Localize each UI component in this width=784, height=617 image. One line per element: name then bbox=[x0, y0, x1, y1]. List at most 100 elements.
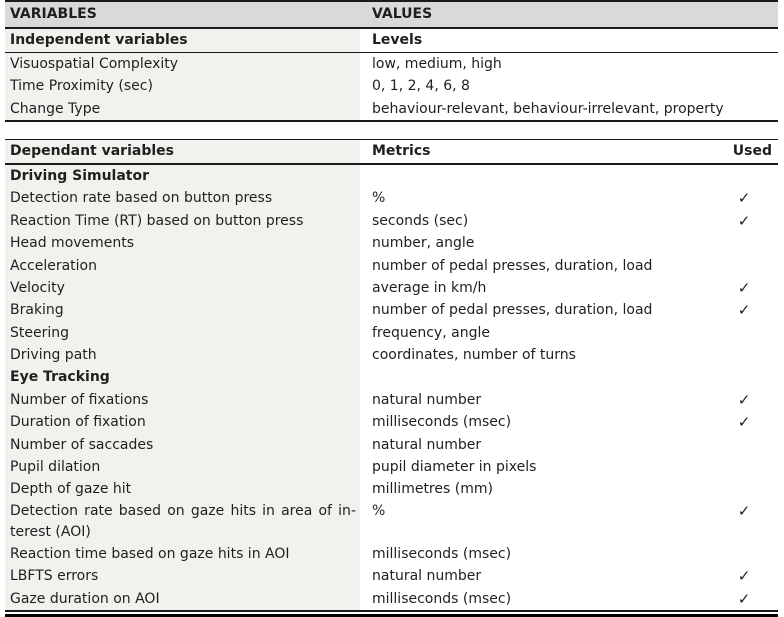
table-row: Visuospatial Complexity low, medium, hig… bbox=[5, 53, 778, 76]
metric-cell: average in km/h bbox=[360, 276, 710, 300]
table-row: Driving path coordinates, number of turn… bbox=[5, 344, 778, 367]
table-row: Pupil dilation pupil diameter in pixels bbox=[5, 456, 778, 479]
table2-header-row: Dependant variables Metrics Used bbox=[5, 140, 778, 164]
check-icon: ✓ bbox=[737, 211, 751, 230]
table1-subheader-values: Levels bbox=[360, 28, 778, 52]
metric-cell: natural number bbox=[360, 388, 710, 412]
check-icon: ✓ bbox=[737, 390, 751, 409]
variable-cell: Change Type bbox=[5, 97, 360, 121]
used-cell bbox=[710, 232, 778, 255]
check-icon: ✓ bbox=[737, 589, 751, 608]
metric-cell: milliseconds (msec) bbox=[360, 411, 710, 434]
metric-cell: frequency, angle bbox=[360, 321, 710, 345]
table-row: Braking number of pedal presses, duratio… bbox=[5, 299, 778, 322]
table1-subheader-variables: Independent variables bbox=[5, 28, 360, 52]
table-row: Reaction time based on gaze hits in AOI … bbox=[5, 542, 778, 566]
variable-cell: Number of fixations bbox=[5, 388, 360, 412]
table-row: Time Proximity (sec) 0, 1, 2, 4, 6, 8 bbox=[5, 75, 778, 98]
table1-header-row: VARIABLES VALUES bbox=[5, 2, 778, 27]
table-row: Acceleration number of pedal presses, du… bbox=[5, 254, 778, 277]
variable-cell: Reaction Time (RT) based on button press bbox=[5, 209, 360, 233]
table-row: Reaction Time (RT) based on button press… bbox=[5, 209, 778, 233]
table1-header-rule bbox=[5, 27, 778, 29]
used-cell: ✓ bbox=[710, 411, 778, 434]
metric-cell: natural number bbox=[360, 433, 710, 457]
variable-cell: Visuospatial Complexity bbox=[5, 53, 360, 76]
table-row: Velocity average in km/h ✓ bbox=[5, 276, 778, 300]
variable-cell: Head movements bbox=[5, 232, 360, 255]
variable-cell: Duration of fixation bbox=[5, 411, 360, 434]
value-cell: 0, 1, 2, 4, 6, 8 bbox=[360, 75, 778, 98]
used-cell bbox=[710, 542, 778, 566]
metric-cell: number of pedal presses, duration, load bbox=[360, 254, 710, 277]
used-cell: ✓ bbox=[710, 209, 778, 233]
table1-top-rule bbox=[5, 0, 778, 2]
check-icon: ✓ bbox=[737, 278, 751, 297]
used-cell bbox=[710, 321, 778, 345]
table-row: Steering frequency, angle bbox=[5, 321, 778, 345]
metric-cell bbox=[360, 164, 710, 188]
table1-subheader-row: Independent variables Levels bbox=[5, 28, 778, 52]
table-row: Number of saccades natural number bbox=[5, 433, 778, 457]
check-icon: ✓ bbox=[737, 413, 751, 432]
variables-values-table: VARIABLES VALUES Independent variables L… bbox=[5, 0, 778, 617]
metric-cell: % bbox=[360, 187, 710, 210]
variable-cell: Reaction time based on gaze hits in AOI bbox=[5, 542, 360, 566]
metric-cell: % bbox=[360, 500, 710, 543]
table-row: Detection rate based on gaze hits in are… bbox=[5, 500, 778, 543]
metric-cell: pupil diameter in pixels bbox=[360, 456, 710, 479]
variable-cell: Driving path bbox=[5, 344, 360, 367]
variable-cell: Number of saccades bbox=[5, 433, 360, 457]
metric-cell: seconds (sec) bbox=[360, 209, 710, 233]
table-row: Head movements number, angle bbox=[5, 232, 778, 255]
table-row: Gaze duration on AOI milliseconds (msec)… bbox=[5, 587, 778, 610]
variable-cell: Depth of gaze hit bbox=[5, 478, 360, 501]
metric-cell: natural number bbox=[360, 565, 710, 588]
check-icon: ✓ bbox=[737, 189, 751, 208]
check-icon: ✓ bbox=[737, 501, 751, 520]
metric-cell: milliseconds (msec) bbox=[360, 542, 710, 566]
metric-cell: number of pedal presses, duration, load bbox=[360, 299, 710, 322]
used-cell: ✓ bbox=[710, 276, 778, 300]
table-row: Change Type behaviour-relevant, behaviou… bbox=[5, 97, 778, 121]
variable-cell: Detection rate based on gaze hits in are… bbox=[5, 500, 360, 543]
used-cell: ✓ bbox=[710, 500, 778, 543]
variable-cell: Time Proximity (sec) bbox=[5, 75, 360, 98]
table1-header-variables: VARIABLES bbox=[5, 2, 360, 27]
metric-cell: milliseconds (msec) bbox=[360, 587, 710, 610]
check-icon: ✓ bbox=[737, 301, 751, 320]
table-row: LBFTS errors natural number ✓ bbox=[5, 565, 778, 588]
section-label: Driving Simulator bbox=[5, 164, 360, 188]
used-cell bbox=[710, 344, 778, 367]
variable-cell: Pupil dilation bbox=[5, 456, 360, 479]
table2-header-metrics: Metrics bbox=[360, 140, 710, 164]
variable-cell: Gaze duration on AOI bbox=[5, 587, 360, 610]
variable-cell: Steering bbox=[5, 321, 360, 345]
used-cell: ✓ bbox=[710, 187, 778, 210]
used-cell bbox=[710, 254, 778, 277]
used-cell bbox=[710, 433, 778, 457]
bottom-rule-gap bbox=[5, 611, 778, 614]
table1-subheader-rule bbox=[5, 51, 778, 53]
table-row: Depth of gaze hit millimetres (mm) bbox=[5, 478, 778, 501]
metric-cell: millimetres (mm) bbox=[360, 478, 710, 501]
used-cell: ✓ bbox=[710, 565, 778, 588]
section-label: Eye Tracking bbox=[5, 366, 360, 389]
used-cell bbox=[710, 164, 778, 188]
metric-cell: number, angle bbox=[360, 232, 710, 255]
variable-cell: Detection rate based on button press bbox=[5, 187, 360, 210]
used-cell bbox=[710, 456, 778, 479]
used-cell: ✓ bbox=[710, 587, 778, 610]
table2-bottom-thick-rule bbox=[5, 613, 778, 617]
metric-cell bbox=[360, 366, 710, 389]
table-gap bbox=[5, 121, 778, 139]
used-cell: ✓ bbox=[710, 388, 778, 412]
table1-bottom-rule bbox=[5, 120, 778, 122]
table2-bottom-thin-rule bbox=[5, 610, 778, 612]
table2-header-rule bbox=[5, 163, 778, 165]
section-row-eye-tracking: Eye Tracking bbox=[5, 366, 778, 389]
table2-header-variables: Dependant variables bbox=[5, 140, 360, 164]
variable-cell: Acceleration bbox=[5, 254, 360, 277]
table1-header-values: VALUES bbox=[360, 2, 778, 27]
